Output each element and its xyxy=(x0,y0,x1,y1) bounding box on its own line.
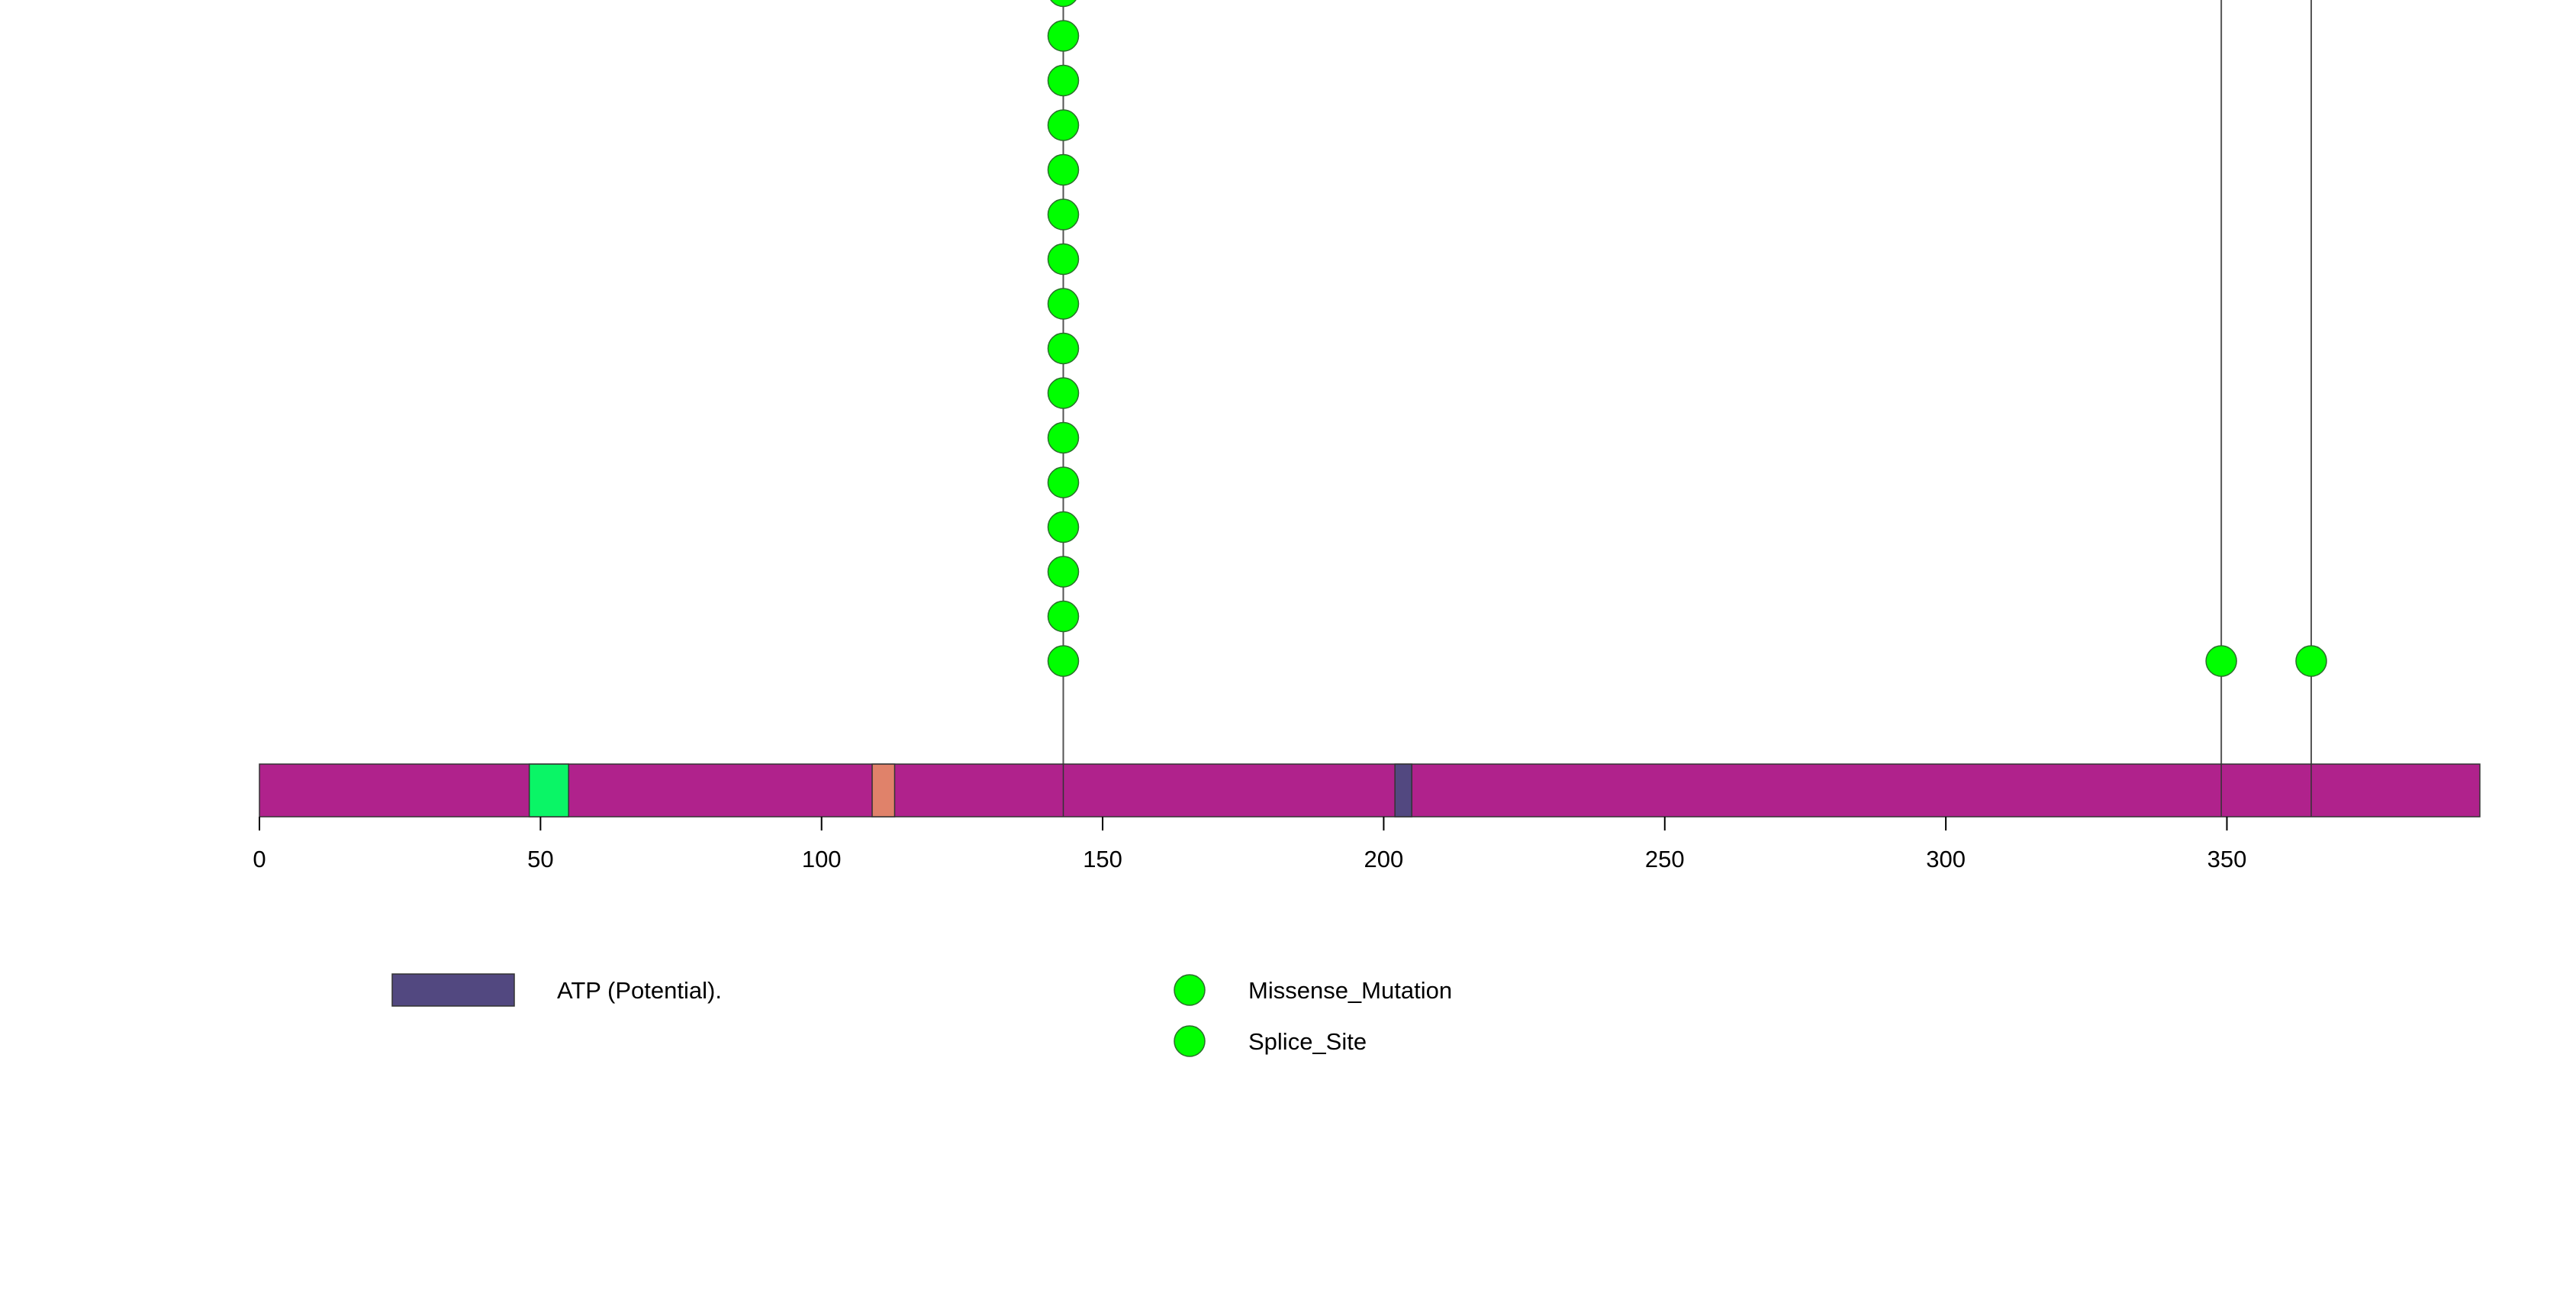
domain-region-green xyxy=(528,763,569,818)
mutation-dot-143-9 xyxy=(1047,288,1080,320)
legend-label-atp: ATP (Potential). xyxy=(557,977,722,1004)
mutation-dot-143-16 xyxy=(1050,0,1077,8)
mutation-dot-143-13 xyxy=(1047,109,1080,141)
mutation-dot-143-14 xyxy=(1047,64,1080,97)
mutation-dot-365-1 xyxy=(2295,645,2327,677)
domain-region-salmon xyxy=(871,763,896,818)
x-tick-label-150: 150 xyxy=(1083,846,1122,872)
x-tick-label-50: 50 xyxy=(527,846,553,872)
legend-label-missense-mutation: Missense_Mutation xyxy=(1248,977,1452,1004)
mutation-dots xyxy=(1047,0,2327,677)
mutation-dot-143-2 xyxy=(1047,600,1080,633)
x-tick-label-200: 200 xyxy=(1364,846,1404,872)
mutation-dot-143-11 xyxy=(1047,198,1080,231)
mutation-dot-143-5 xyxy=(1047,466,1080,498)
mutation-dot-143-1 xyxy=(1047,645,1080,677)
mutation-dot-143-3 xyxy=(1047,556,1080,588)
x-tick-label-250: 250 xyxy=(1645,846,1685,872)
mutation-dot-143-6 xyxy=(1047,421,1080,454)
mutation-dot-143-7 xyxy=(1047,377,1080,409)
mutation-dot-143-12 xyxy=(1047,153,1080,186)
legend-label-splice-site: Splice_Site xyxy=(1248,1028,1367,1055)
domain-atp-potential xyxy=(1394,763,1413,818)
protein-backbone-group xyxy=(259,763,2481,818)
x-tick-label-0: 0 xyxy=(253,846,266,872)
x-tick-label-100: 100 xyxy=(802,846,842,872)
protein-backbone xyxy=(259,763,2481,818)
mutation-dot-143-15 xyxy=(1047,20,1080,52)
legend-dot-splice-site xyxy=(1174,1025,1206,1057)
mutation-dot-143-8 xyxy=(1047,332,1080,365)
x-tick-label-300: 300 xyxy=(1926,846,1966,872)
mutation-dot-349-1 xyxy=(2205,645,2237,677)
x-axis: 0 50 100 150 200 250 300 350 xyxy=(253,817,2246,872)
mutation-dot-143-4 xyxy=(1047,511,1080,543)
legend-swatch-atp xyxy=(391,973,515,1007)
legend: ATP (Potential). Missense_Mutation Splice_… xyxy=(391,973,1452,1057)
mutation-dot-143-10 xyxy=(1047,243,1080,276)
x-tick-label-350: 350 xyxy=(2207,846,2247,872)
legend-dot-missense-mutation xyxy=(1174,974,1206,1006)
mutation-stems xyxy=(1062,0,2312,817)
